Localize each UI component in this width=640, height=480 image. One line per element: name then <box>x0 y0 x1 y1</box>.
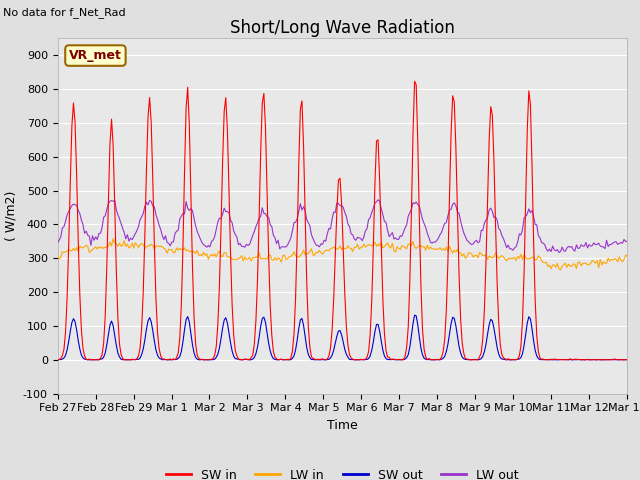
Legend: SW in, LW in, SW out, LW out: SW in, LW in, SW out, LW out <box>161 464 524 480</box>
X-axis label: Time: Time <box>327 419 358 432</box>
Y-axis label: ( W/m2): ( W/m2) <box>4 191 17 241</box>
Text: VR_met: VR_met <box>69 49 122 62</box>
Text: No data for f_Net_Rad: No data for f_Net_Rad <box>3 7 126 18</box>
Title: Short/Long Wave Radiation: Short/Long Wave Radiation <box>230 19 455 37</box>
